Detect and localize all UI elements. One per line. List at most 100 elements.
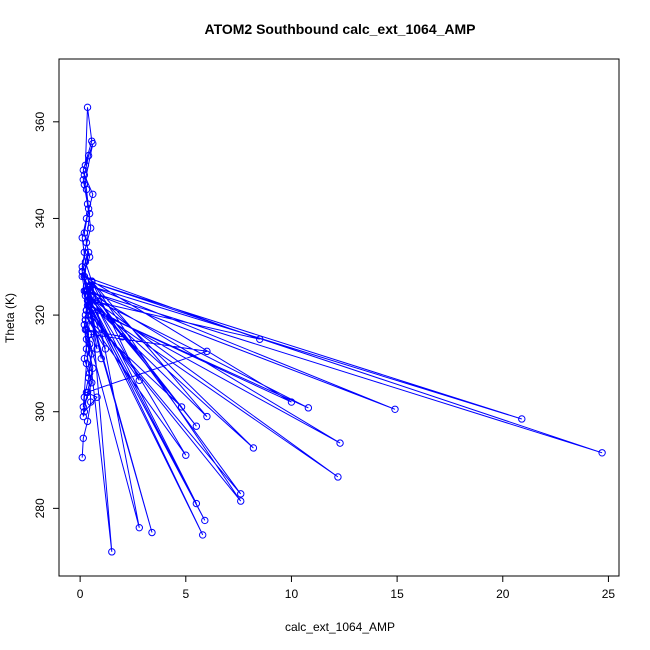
data-point [84,330,93,339]
data-point [81,316,90,324]
chart-title: ATOM2 Southbound calc_ext_1064_AMP [205,21,476,37]
data-point [80,272,89,281]
y-tick-label: 300 [33,401,47,421]
data-point [82,388,91,397]
data-point [177,403,186,411]
y-tick-label: 280 [33,498,47,518]
data-point [192,499,201,508]
data-point [84,277,93,285]
data-point [78,263,86,271]
data-point [203,347,211,356]
data-point [84,296,93,305]
data-point [80,229,89,237]
data-point [79,403,88,411]
x-tick-label: 15 [390,587,404,601]
data-point [203,412,211,421]
data-point [249,444,258,452]
x-tick-label: 25 [602,587,616,601]
data-point [79,166,88,174]
data-point [82,359,91,368]
x-tick-label: 10 [285,587,299,601]
data-point [83,301,92,310]
data-point [83,417,92,426]
data-point [85,301,94,310]
data-point [598,449,606,457]
data-point [97,354,105,363]
data-point [86,330,95,339]
data-point [86,224,95,232]
data-series [78,103,606,556]
data-point [391,405,399,414]
data-point [93,345,101,353]
data-point [118,333,127,341]
data-point [80,321,89,329]
data-point [148,528,156,537]
data-point [101,345,110,353]
data-point [78,234,86,242]
data-point [80,287,89,295]
data-point [88,277,96,285]
data-point [182,451,190,459]
data-point [88,379,96,387]
data-point [85,253,94,261]
data-point [85,340,94,348]
data-point [78,267,86,276]
data-point [86,398,95,406]
data-point [83,103,92,112]
data-point [80,248,89,256]
data-point [304,404,313,412]
x-tick-label: 20 [496,587,510,601]
data-point [82,325,91,334]
data-point [79,176,88,184]
data-point [84,248,93,256]
data-point [80,408,89,416]
data-point [135,376,144,385]
y-axis-label: Theta (K) [3,293,17,343]
data-point [84,205,93,213]
y-tick-label: 360 [33,111,47,131]
x-axis-label: calc_ext_1064_AMP [285,620,395,634]
data-point [79,412,88,421]
data-point [83,287,92,295]
y-tick-label: 320 [33,305,47,325]
data-point [78,453,86,462]
data-point [256,335,264,343]
data-point [82,282,91,290]
data-point [201,516,209,525]
x-axis: 0 5 10 15 20 25 [77,575,616,601]
data-point [88,350,96,358]
data-point [89,364,97,372]
data-point [82,185,91,194]
data-point [518,415,526,423]
data-point [287,398,296,406]
series-line [81,107,603,552]
data-point [198,531,207,539]
x-tick-label: 5 [182,587,189,601]
data-point [80,354,89,363]
data-point [85,282,94,290]
data-point [79,434,88,442]
y-axis: 280 300 320 340 360 [33,111,60,518]
data-point [135,523,144,532]
data-point [82,238,91,247]
data-point [81,161,90,169]
plot-frame [58,58,620,577]
data-point [85,209,94,218]
data-point [89,190,97,198]
data-point [89,139,97,148]
data-point [334,473,342,481]
data-point [84,151,93,160]
data-point [237,497,245,505]
data-point [78,272,86,281]
data-point [237,490,245,498]
data-point [86,311,95,319]
data-point [192,422,201,430]
data-point [108,548,116,556]
data-point [81,311,90,319]
data-point [80,180,89,189]
data-point [336,439,344,447]
data-point [93,393,101,401]
data-point [80,171,89,179]
y-tick-label: 340 [33,208,47,228]
